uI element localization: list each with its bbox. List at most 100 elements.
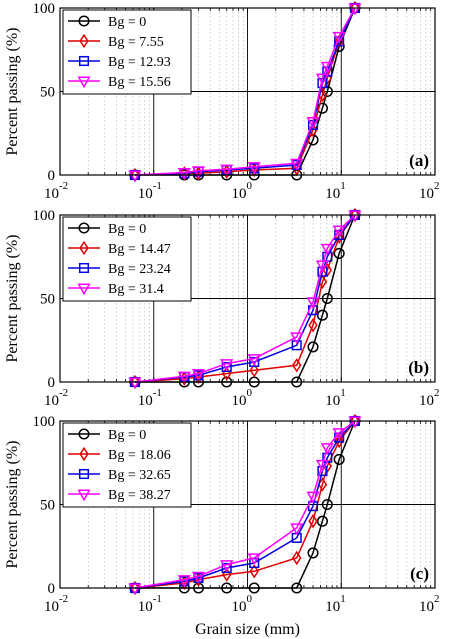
y-tick-label: 100 [33, 1, 56, 17]
x-tick-label-exponent: -2 [59, 593, 68, 605]
data-point [321, 498, 333, 511]
series-4 [128, 210, 362, 390]
data-point [316, 102, 328, 114]
x-tick-label-base: 10 [419, 599, 434, 615]
y-axis-label: Percent passing (%) [4, 235, 21, 363]
data-point [249, 363, 259, 378]
data-point [315, 73, 330, 86]
data-point [249, 356, 260, 368]
data-point [308, 318, 318, 333]
data-point [220, 164, 234, 177]
legend-box [62, 9, 192, 95]
data-point [177, 167, 191, 180]
data-point [292, 358, 302, 373]
data-point [334, 34, 344, 49]
legend-label: Bg = 18.06 [108, 448, 171, 463]
x-tick-label-exponent: -1 [153, 593, 162, 605]
x-tick-label-base: 10 [232, 186, 247, 202]
x-tick-label-base: 10 [232, 599, 247, 615]
data-point [333, 247, 345, 259]
legend: Bg = 0 Bg = 18.06 Bg = 32.65 Bg = 38.27 [62, 422, 192, 508]
data-point [333, 453, 345, 465]
panel-label: (b) [408, 358, 429, 377]
y-tick-label: 50 [40, 292, 55, 308]
legend-marker [78, 262, 90, 274]
series-4 [128, 3, 362, 183]
x-tick-label-exponent: 1 [340, 593, 346, 605]
legend-label: Bg = 0 [108, 222, 146, 237]
data-point [221, 361, 232, 373]
data-point [221, 562, 232, 574]
y-tick-label: 100 [33, 208, 56, 224]
y-axis-label: Percent passing (%) [4, 441, 21, 569]
x-tick-label-exponent: 1 [340, 180, 346, 192]
y-tick-label: 0 [48, 581, 56, 597]
x-tick-label-base: 10 [325, 599, 340, 615]
x-tick-label-base: 10 [232, 393, 247, 409]
legend-marker [79, 240, 89, 256]
data-point [290, 332, 304, 345]
series-line [134, 214, 356, 383]
data-point [249, 564, 259, 579]
legend-marker [77, 489, 91, 502]
legend-box [62, 422, 192, 508]
data-point [247, 354, 261, 366]
legend-marker [79, 33, 89, 49]
x-tick-label-base: 10 [138, 186, 153, 202]
data-point [220, 560, 234, 572]
series-4 [128, 416, 362, 596]
x-tick-label-base: 10 [44, 393, 59, 409]
x-axis-label: Grain size (mm) [195, 621, 300, 638]
legend-marker [77, 76, 91, 89]
y-tick-label: 50 [40, 498, 55, 514]
data-point [306, 491, 320, 504]
y-tick-label: 100 [33, 414, 56, 430]
data-point [334, 433, 344, 449]
legend: Bg = 0 Bg = 14.47 Bg = 23.24 Bg = 31.4 [62, 216, 192, 302]
data-point [292, 161, 302, 176]
data-point [247, 553, 261, 566]
panel-label: (c) [410, 564, 429, 583]
series-line [134, 420, 356, 589]
data-point [191, 166, 206, 179]
legend-label: Bg = 0 [108, 15, 146, 30]
data-point [290, 523, 304, 536]
x-tick-label-exponent: 2 [434, 180, 440, 192]
legend-marker [78, 15, 90, 27]
legend-label: Bg = 15.56 [108, 75, 171, 90]
data-point [290, 158, 304, 171]
data-point [320, 443, 334, 456]
legend: Bg = 0 Bg = 7.55 Bg = 12.93 Bg = 15.56 [62, 9, 192, 95]
x-tick-label-base: 10 [419, 393, 434, 409]
data-point [177, 575, 191, 588]
data-point [348, 3, 362, 16]
legend-label: Bg = 7.55 [108, 35, 164, 50]
data-point [320, 61, 334, 74]
legend-marker [77, 283, 91, 296]
data-point [348, 416, 362, 429]
data-point [191, 369, 206, 382]
data-point [307, 341, 319, 353]
legend-marker [78, 468, 90, 480]
plot-frame [59, 7, 436, 176]
series-line [134, 7, 356, 176]
legend-label: Bg = 23.24 [108, 262, 171, 277]
y-axis-label: Percent passing (%) [4, 28, 21, 156]
data-point [306, 117, 320, 129]
legend-label: Bg = 12.93 [108, 55, 171, 70]
x-tick-label-exponent: 0 [247, 180, 253, 192]
data-point [320, 243, 334, 256]
data-point [177, 371, 191, 384]
plot-frame [59, 214, 436, 383]
data-point [291, 340, 302, 351]
data-point [128, 170, 142, 183]
legend-label: Bg = 14.47 [108, 242, 171, 257]
legend-label: Bg = 0 [108, 428, 146, 443]
legend-marker [78, 55, 90, 67]
legend-box [62, 216, 192, 302]
x-tick-label-base: 10 [44, 186, 59, 202]
data-point [332, 225, 346, 238]
plot-frame [59, 420, 436, 589]
